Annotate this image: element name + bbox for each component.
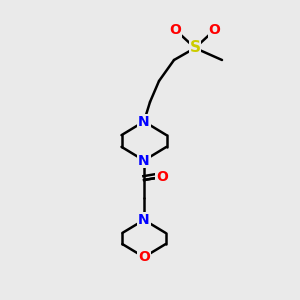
Text: O: O <box>208 23 220 37</box>
Text: N: N <box>138 213 150 227</box>
Text: O: O <box>169 23 181 37</box>
Text: N: N <box>138 115 150 128</box>
Text: S: S <box>190 40 200 56</box>
Text: O: O <box>156 170 168 184</box>
Text: N: N <box>138 154 150 167</box>
Text: O: O <box>138 250 150 264</box>
